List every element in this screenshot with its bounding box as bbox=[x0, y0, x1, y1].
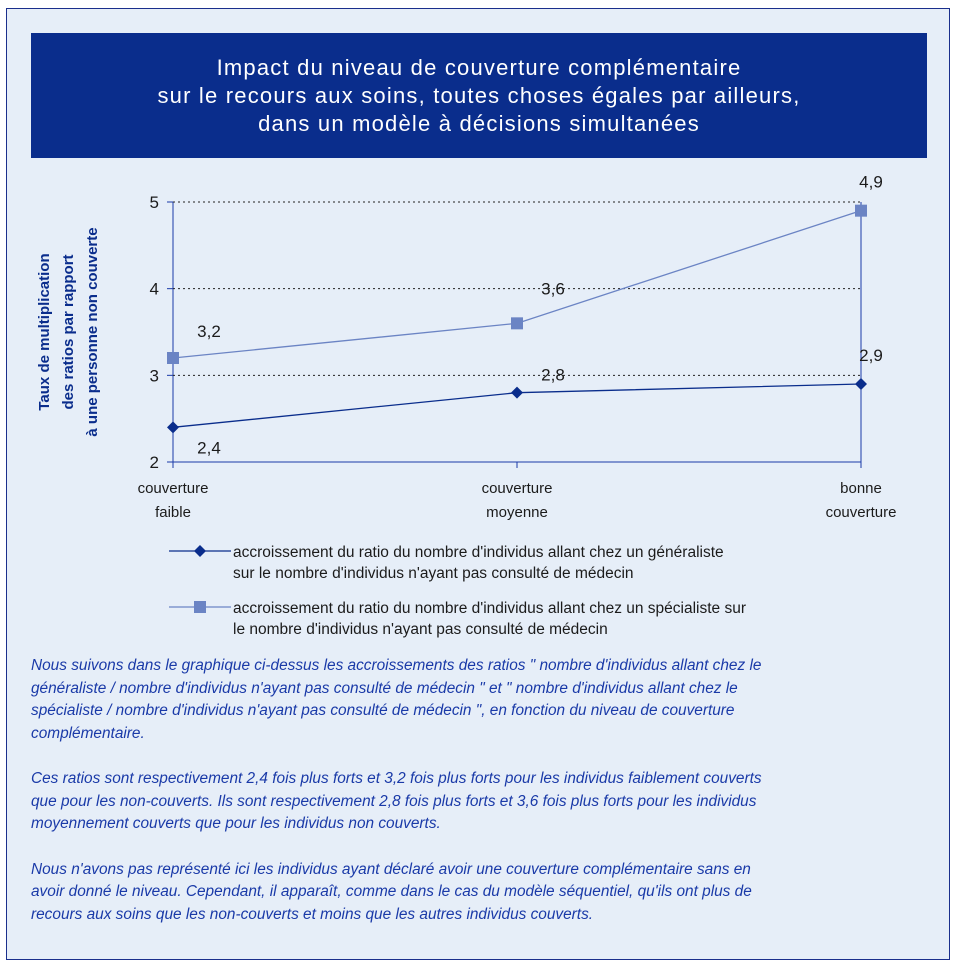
legend-diamond-marker bbox=[169, 545, 231, 557]
commentary-text: Nous suivons dans le graphique ci-dessus… bbox=[31, 655, 931, 949]
chart-legend: accroissement du ratio du nombre d'indiv… bbox=[169, 541, 929, 653]
x-tick-label: couverture bbox=[826, 504, 897, 521]
legend-label-line: accroissement du ratio du nombre d'indiv… bbox=[233, 600, 747, 617]
y-tick-label: 3 bbox=[150, 366, 159, 385]
chart-title-line: dans un modèle à décisions simultanées bbox=[258, 110, 700, 136]
data-label: 3,6 bbox=[541, 279, 565, 298]
y-tick-label: 4 bbox=[150, 280, 159, 299]
commentary-paragraph: Nous n'avons pas représenté ici les indi… bbox=[31, 859, 931, 927]
data-label: 2,9 bbox=[859, 346, 883, 365]
text-line: avoir donné le niveau. Cependant, il app… bbox=[31, 883, 752, 900]
x-tick-label: couverture bbox=[482, 480, 553, 497]
legend-item-generaliste: accroissement du ratio du nombre d'indiv… bbox=[169, 541, 929, 597]
text-line: spécialiste / nombre d'individus n'ayant… bbox=[31, 702, 735, 719]
data-point-square bbox=[855, 204, 867, 217]
text-line: que pour les non-couverts. Ils sont resp… bbox=[31, 792, 757, 810]
text-line: Nous suivons dans le graphique ci-dessus… bbox=[31, 657, 762, 674]
commentary-paragraph: Nous suivons dans le graphique ci-dessus… bbox=[31, 655, 931, 745]
chart-title-banner: Impact du niveau de couverture complémen… bbox=[31, 33, 927, 158]
commentary-paragraph: Ces ratios sont respectivement 2,4 fois … bbox=[31, 768, 931, 836]
text-line: Ces ratios sont respectivement 2,4 fois … bbox=[31, 770, 762, 787]
legend-square-marker bbox=[169, 601, 231, 613]
x-tick-label: moyenne bbox=[486, 504, 548, 521]
x-tick-label: couverture bbox=[138, 480, 209, 497]
data-label: 2,4 bbox=[197, 438, 221, 457]
text-line: moyennement couverts que pour les indivi… bbox=[31, 815, 441, 832]
legend-label-line: accroissement du ratio du nombre d'indiv… bbox=[233, 544, 724, 561]
data-point-diamond bbox=[167, 421, 179, 434]
y-tick-label: 2 bbox=[150, 453, 159, 472]
data-label: 2,8 bbox=[541, 366, 565, 385]
y-axis-label: des ratios par rapport bbox=[60, 254, 77, 409]
legend-label: accroissement du ratio du nombre d'indiv… bbox=[233, 598, 746, 640]
chart-title-line: Impact du niveau de couverture complémen… bbox=[216, 54, 742, 80]
line-chart: 2 3 4 5 couverture faible couverture moyenne bon… bbox=[36, 173, 897, 521]
data-label: 3,2 bbox=[197, 322, 221, 341]
y-axis-label: à une personne non couverte bbox=[84, 227, 101, 436]
chart-title-line: sur le recours aux soins, toutes choses … bbox=[157, 82, 801, 108]
legend-label-line: le nombre d'individus n'ayant pas consul… bbox=[233, 621, 608, 638]
figure-panel: Impact du niveau de couverture complémen… bbox=[6, 8, 950, 960]
legend-item-specialiste: accroissement du ratio du nombre d'indiv… bbox=[169, 597, 929, 653]
y-axis-label: Taux de multiplication bbox=[36, 253, 53, 410]
text-line: généraliste / nombre d'individus n'ayant… bbox=[31, 679, 738, 697]
data-point-square bbox=[167, 352, 179, 364]
y-tick-label: 5 bbox=[150, 193, 159, 212]
data-point-diamond bbox=[511, 386, 523, 399]
data-label: 4,9 bbox=[859, 173, 883, 192]
series-line bbox=[172, 210, 862, 359]
x-tick-label: faible bbox=[155, 504, 191, 521]
data-point-square bbox=[511, 317, 523, 330]
data-point-diamond bbox=[855, 378, 867, 390]
legend-label-line: sur le nombre d'individus n'ayant pas co… bbox=[233, 565, 634, 582]
text-line: complémentaire. bbox=[31, 724, 145, 742]
text-line: Nous n'avons pas représenté ici les indi… bbox=[31, 860, 751, 878]
text-line: recours aux soins que les non-couverts e… bbox=[31, 905, 594, 923]
legend-label: accroissement du ratio du nombre d'indiv… bbox=[233, 542, 724, 584]
x-tick-label: bonne bbox=[840, 480, 882, 497]
